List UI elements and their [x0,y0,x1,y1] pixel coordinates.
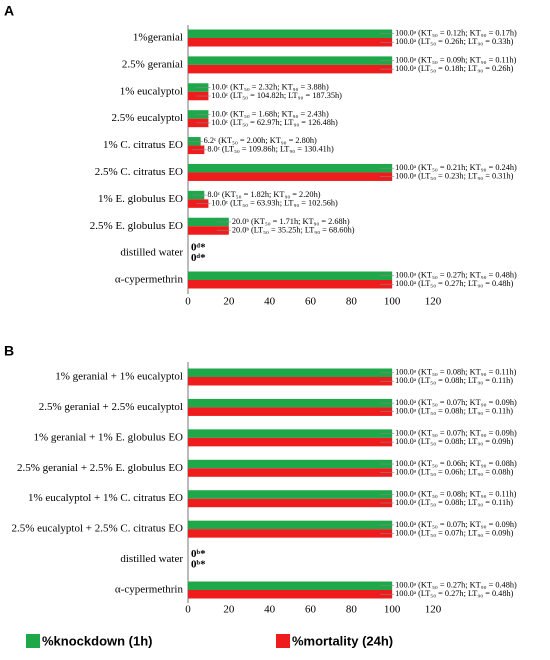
bar [188,529,393,538]
value-label: 100.0ᵃ (LT₅₀ = 0.27h; LT₉₀ = 0.48h) [395,589,513,598]
bar [188,437,393,447]
value-label: 100.0ᵃ (LT₅₀ = 0.06h; LT₉₀ = 0.08h) [395,467,513,476]
value-label: 100.0ᵃ (LT₅₀ = 0.08h; LT₉₀ = 0.11h) [395,498,513,507]
value-label: 10.0ᶜ (KT₅₀ = 2.32h; KT₉₀ = 3.88h) [211,82,329,91]
category-label: 2.5% geranial [122,58,183,70]
bar [188,226,229,235]
x-tick-label: 40 [264,296,276,308]
value-label-bold: 0ᵈ* [191,252,206,264]
x-tick-label: 20 [223,604,235,616]
value-label: 100.0ᵃ (KT₅₀ = 0.27h; KT₉₀ = 0.48h) [395,271,517,280]
value-label: 10.0ᶜ (LT₅₀ = 62.97h; LT₉₀ = 126.48h) [211,118,338,127]
x-tick-label: 80 [346,296,358,308]
panel-label: A [4,3,14,19]
bar [188,271,393,280]
category-label: 1% geranial + 1% eucalyptol [55,371,183,383]
bar [188,172,393,181]
x-tick-label: 100 [384,296,401,308]
legend-swatch [26,634,40,648]
value-label: 10.0ᶜ (LT₅₀ = 104.82h; LT₉₀ = 187.35h) [211,91,342,100]
x-tick-label: 40 [264,604,276,616]
value-label: 100.0ᵃ (LT₅₀ = 0.18h; LT₉₀ = 0.26h) [395,64,513,73]
x-tick-label: 20 [223,296,235,308]
value-label: 100.0ᵃ (KT₅₀ = 0.07h; KT₉₀ = 0.09h) [395,398,517,407]
bar [188,280,393,289]
category-label: 2.5% geranial + 2.5% E. globulus EO [17,462,183,474]
panel-label: B [4,343,14,359]
category-label: 2.5% geranial + 2.5% eucalyptol [39,401,183,413]
bar [188,56,393,65]
category-label: 2.5% eucalyptol [112,112,183,124]
legend-label: %mortality (24h) [292,633,393,648]
category-label: distilled water [120,553,183,565]
value-label: 100.0ᵃ (LT₅₀ = 0.08h; LT₉₀ = 0.09h) [395,437,513,446]
value-label: 6.2ᶜ (KT₅₀ = 2.00h; KT₉₀ = 2.80h) [204,136,317,145]
value-label: 100.0ᵃ (KT₅₀ = 0.27h; KT₉₀ = 0.48h) [395,581,517,590]
value-label: 100.0ᵃ (LT₅₀ = 0.07h; LT₉₀ = 0.09h) [395,528,513,537]
value-label: 100.0ᵃ (KT₅₀ = 0.07h; KT₉₀ = 0.09h) [395,520,517,529]
bar [188,29,393,38]
category-label: 1% eucalyptol [120,85,183,97]
bar [188,407,393,416]
category-label: 2.5% C. citratus EO [95,166,183,178]
category-label: 1% E. globulus EO [98,193,183,205]
value-label: 100.0ᵃ (LT₅₀ = 0.27h; LT₉₀ = 0.48h) [395,279,513,288]
x-tick-label: 120 [425,296,442,308]
value-label-bold: 0ᵇ* [191,548,206,560]
category-label: α-cypermethrin [115,274,184,286]
bar [188,398,393,408]
bar [188,520,393,530]
value-label: 8.0ᶜ (KT₅₀ = 1.82h; KT₉₀ = 2.20h) [207,190,320,199]
category-label: 1% C. citratus EO [103,139,183,151]
legend-label: %knockdown (1h) [42,633,153,648]
value-label: 100.0ᵃ (LT₅₀ = 0.08h; LT₉₀ = 0.11h) [395,376,513,385]
legend-swatch [276,634,290,648]
value-label: 100.0ᵃ (KT₅₀ = 0.06h; KT₉₀ = 0.08h) [395,459,517,468]
value-label: 100.0ᵃ (LT₅₀ = 0.23h; LT₉₀ = 0.31h) [395,172,513,181]
value-label: 10.0ᶜ (KT₅₀ = 1.68h; KT₉₀ = 2.43h) [211,109,329,118]
category-label: 1% geranial + 1% E. globulus EO [34,431,184,443]
category-label: 2.5% E. globulus EO [90,220,183,232]
x-tick-label: 120 [425,604,442,616]
value-label: 100.0ᵃ (KT₅₀ = 0.08h; KT₉₀ = 0.11h) [395,368,517,377]
value-label: 8.0ᶜ (LT₅₀ = 109.86h; LT₉₀ = 130.41h) [207,145,334,154]
value-label: 100.0ᵃ (KT₅₀ = 0.08h; KT₉₀ = 0.11h) [395,489,517,498]
category-label: 1% eucalyptol + 1% C. citratus EO [28,492,183,504]
category-label: α-cypermethrin [115,584,184,596]
x-tick-label: 80 [346,604,358,616]
bar [188,64,393,74]
value-label: 100.0ᵃ (KT₅₀ = 0.07h; KT₉₀ = 0.09h) [395,429,517,438]
bar [188,163,393,173]
bar [188,38,393,47]
bar [188,217,229,227]
category-label: 2.5% eucalyptol + 2.5% C. citratus EO [12,523,184,535]
x-tick-label: 100 [384,604,401,616]
bar [188,581,393,590]
bar [188,459,393,469]
value-label: 20.0ᵇ (LT₅₀ = 35.25h; LT₉₀ = 68.60h) [232,225,355,234]
bar [188,498,393,508]
value-label: 100.0ᵃ (LT₅₀ = 0.08h; LT₉₀ = 0.11h) [395,407,513,416]
bar [188,590,393,599]
value-label: 100.0ᵃ (LT₅₀ = 0.26h; LT₉₀ = 0.33h) [395,37,513,46]
x-tick-label: 60 [305,604,317,616]
x-tick-label: 0 [185,296,191,308]
value-label: 100.0ᵃ (KT₅₀ = 0.12h; KT₉₀ = 0.17h) [395,29,517,38]
value-label-bold: 0ᵈ* [191,241,206,253]
category-label: distilled water [120,247,183,259]
bar [188,468,393,477]
value-label-bold: 0ᵇ* [191,558,206,570]
value-label: 20.0ᵇ (KT₅₀ = 1.71h; KT₉₀ = 2.68h) [232,217,350,226]
category-label: 1%geranial [133,32,183,44]
value-label: 10.0ᶜ (LT₅₀ = 63.93h; LT₉₀ = 102.56h) [211,198,338,207]
bar [188,490,393,499]
x-tick-label: 0 [185,604,191,616]
bar [188,368,393,377]
value-label: 100.0ᵃ (KT₅₀ = 0.21h; KT₉₀ = 0.24h) [395,163,517,172]
x-tick-label: 60 [305,296,317,308]
bar [188,429,393,438]
value-label: 100.0ᵃ (KT₅₀ = 0.09h; KT₉₀ = 0.11h) [395,56,517,65]
bar [188,377,393,386]
